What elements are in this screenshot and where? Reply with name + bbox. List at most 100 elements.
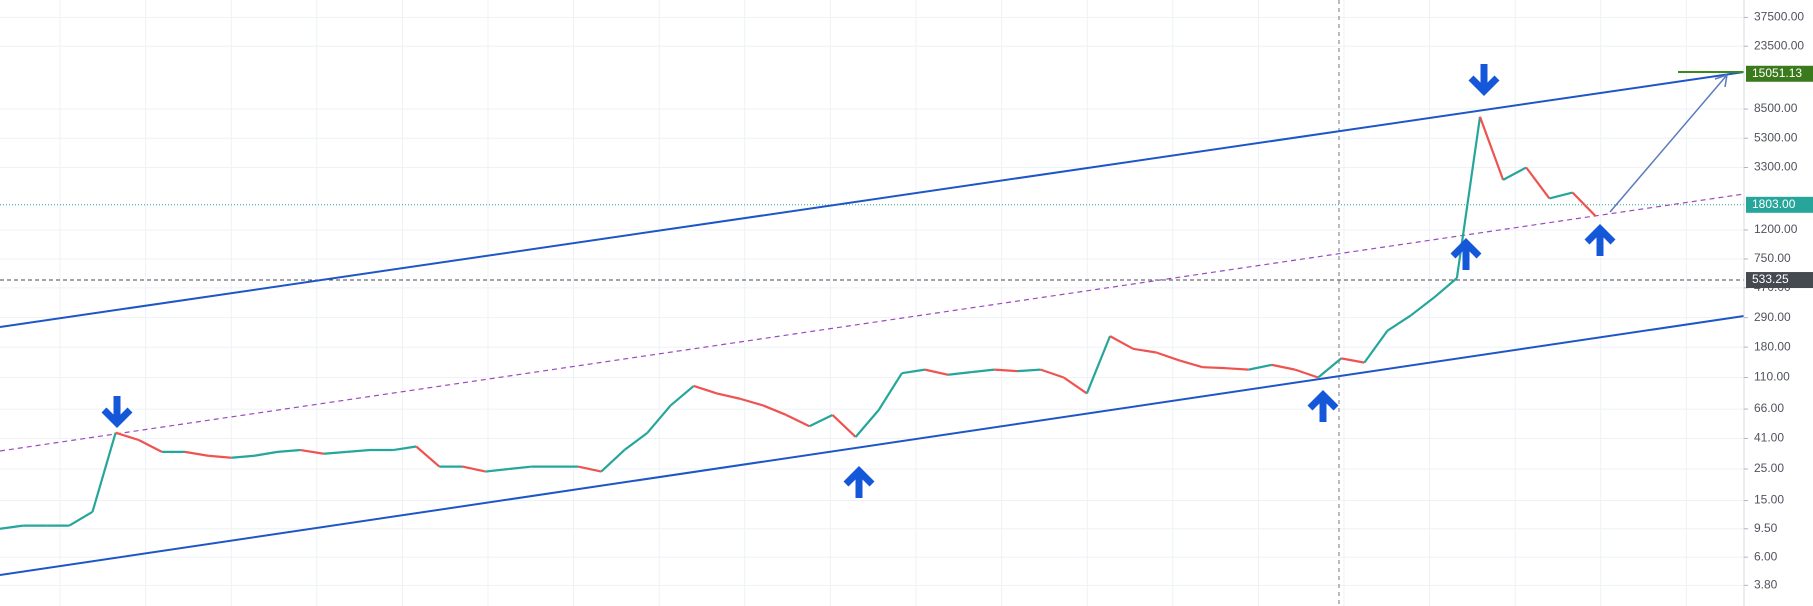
arrow-down — [1468, 64, 1500, 96]
channel-lower — [0, 315, 1745, 576]
price-segment — [901, 368, 926, 375]
price-segment — [948, 371, 972, 376]
arrow-up — [843, 466, 875, 498]
price-label: 533.25 — [1752, 272, 1789, 286]
price-segment — [1248, 363, 1273, 371]
price-segment — [739, 397, 764, 407]
price-segment — [994, 368, 1018, 373]
price-label-box — [1746, 65, 1813, 82]
price-segment — [462, 465, 486, 473]
y-tick-label: 3.80 — [1754, 578, 1778, 592]
projection-arrow-head — [1714, 74, 1728, 88]
price-segment — [1132, 347, 1157, 354]
price-segment — [1409, 296, 1435, 317]
price-segment — [392, 445, 417, 452]
price-axis: 37500.00 23500.00 8500.00 5300.00 3300.00 120… — [1744, 10, 1813, 592]
price-segment — [0, 524, 24, 530]
y-tick-label: 1200.00 — [1754, 222, 1798, 236]
price-segment — [577, 465, 602, 473]
price-segment — [184, 450, 209, 457]
projection-arrow — [1609, 74, 1728, 213]
price-label: 15051.13 — [1752, 66, 1802, 80]
price-segment — [1571, 191, 1597, 217]
price-segment — [485, 467, 509, 473]
price-segment — [831, 414, 857, 438]
price-segment — [346, 448, 371, 453]
price-segment — [1363, 329, 1389, 364]
price-segment — [877, 372, 903, 411]
price-label-box — [1746, 196, 1813, 213]
arrow-up — [1584, 224, 1616, 256]
price-segment — [415, 445, 441, 468]
y-tick-label: 23500.00 — [1754, 38, 1804, 52]
signal-arrows — [101, 64, 1616, 498]
arrow-up — [1450, 238, 1482, 270]
series — [0, 116, 1597, 530]
price-segment — [1386, 314, 1412, 332]
channel-upper — [0, 71, 1745, 328]
price-label-box — [1746, 272, 1813, 289]
price-segment — [1225, 367, 1249, 371]
price-segment — [1525, 166, 1551, 200]
arrow-up — [1307, 390, 1339, 422]
price-segment — [1085, 335, 1112, 394]
arrow-down — [101, 396, 133, 428]
y-tick-label: 9.50 — [1754, 521, 1778, 535]
price-segment — [1017, 368, 1041, 373]
price-segment — [669, 385, 695, 407]
y-tick-label: 25.00 — [1754, 461, 1784, 475]
price-segment — [971, 368, 995, 374]
price-segment — [854, 409, 880, 438]
drawings — [0, 0, 1745, 606]
price-segment — [1202, 366, 1226, 370]
grid — [0, 0, 1744, 606]
price-segment — [1341, 357, 1365, 364]
price-segment — [762, 404, 787, 416]
price-segment — [808, 413, 833, 428]
price-segment — [323, 450, 347, 455]
y-tick-label: 37500.00 — [1754, 10, 1804, 24]
price-label: 1803.00 — [1752, 197, 1796, 211]
price-segment — [68, 510, 94, 527]
price-segment — [1317, 357, 1342, 379]
y-tick-label: 15.00 — [1754, 493, 1784, 507]
price-segment — [1109, 335, 1134, 350]
price-segment — [1433, 277, 1458, 299]
price-segment — [1040, 368, 1065, 379]
price-segment — [508, 465, 532, 471]
price-segment — [1063, 376, 1088, 395]
y-tick-label: 6.00 — [1754, 549, 1778, 563]
y-tick-label: 110.00 — [1754, 370, 1790, 384]
y-tick-label: 66.00 — [1754, 401, 1784, 415]
price-segment — [1502, 166, 1527, 181]
price-segment — [231, 454, 255, 459]
y-tick-label: 290.00 — [1754, 310, 1791, 324]
price-segment — [138, 439, 163, 453]
price-segment — [1294, 368, 1319, 379]
price-segment — [300, 448, 324, 455]
price-segment — [1271, 363, 1296, 371]
y-tick-label: 180.00 — [1754, 339, 1791, 353]
price-segment — [693, 384, 718, 395]
price-segment — [1478, 116, 1505, 181]
price-segment — [115, 431, 140, 442]
price-segment — [600, 449, 626, 473]
price-segment — [924, 368, 949, 376]
price-segment — [785, 413, 810, 428]
price-segment — [1549, 191, 1573, 200]
y-tick-label: 5300.00 — [1754, 130, 1798, 144]
price-segment — [277, 448, 301, 453]
price-segment — [208, 454, 232, 459]
price-segment — [716, 392, 741, 400]
y-tick-label: 41.00 — [1754, 431, 1784, 445]
price-segment — [91, 432, 117, 513]
channel-mid — [0, 193, 1745, 452]
price-segment — [1179, 359, 1203, 369]
price-segment — [1155, 351, 1180, 362]
y-tick-label: 8500.00 — [1754, 101, 1798, 115]
y-tick-label: 3300.00 — [1754, 160, 1798, 174]
price-segment — [646, 404, 672, 434]
y-tick-label: 750.00 — [1754, 251, 1791, 265]
